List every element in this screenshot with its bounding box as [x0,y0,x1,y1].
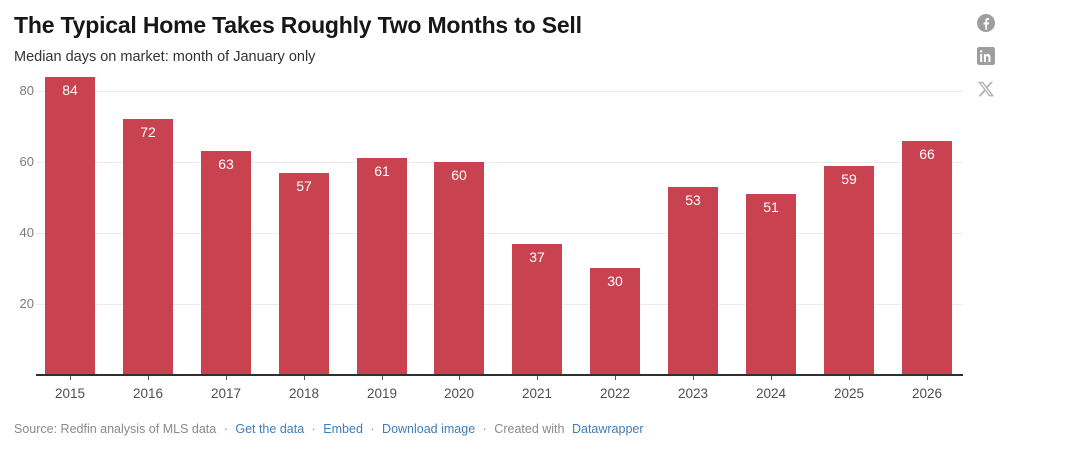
facebook-icon [977,14,995,32]
bar-value-label: 30 [607,273,623,289]
bar-value-label: 51 [763,199,779,215]
bar-value-label: 66 [919,146,935,162]
x-axis-tick [927,376,928,380]
gridline [36,304,963,305]
x-axis-tick-label: 2025 [833,386,865,401]
x-axis-tick-label: 2024 [755,386,787,401]
x-axis-tick-label: 2026 [911,386,943,401]
bar[interactable]: 61 [357,158,407,375]
x-axis-tick [382,376,383,380]
x-axis-tick-label: 2022 [599,386,631,401]
bar-value-label: 72 [140,124,156,140]
bar[interactable]: 57 [279,173,329,375]
x-axis-tick-label: 2019 [366,386,398,401]
bar[interactable]: 51 [746,194,796,375]
gridline [36,233,963,234]
separator-dot: · [223,422,228,436]
x-axis-line [36,374,963,376]
y-axis-tick-label: 40 [19,225,34,240]
separator-dot: · [311,422,316,436]
bar-value-label: 53 [685,192,701,208]
x-axis-tick [148,376,149,380]
chart-header: The Typical Home Takes Roughly Two Month… [14,8,582,66]
x-axis-tick [771,376,772,380]
y-axis-tick-label: 20 [19,296,34,311]
x-axis-tick [537,376,538,380]
x-axis-tick-label: 2015 [54,386,86,401]
linkedin-icon [977,47,995,65]
bar[interactable]: 84 [45,77,95,375]
bar[interactable]: 63 [201,151,251,375]
bar-value-label: 59 [841,171,857,187]
x-share-button[interactable] [977,80,995,98]
x-axis-tick [226,376,227,380]
x-axis-tick-label: 2018 [288,386,320,401]
x-axis-tick-label: 2017 [210,386,242,401]
bar[interactable]: 30 [590,268,640,375]
linkedin-share-button[interactable] [977,47,995,65]
x-axis-tick [459,376,460,380]
y-axis-tick-label: 60 [19,154,34,169]
source-text: Source: Redfin analysis of MLS data [14,422,217,436]
separator-dot: · [370,422,375,436]
get-the-data-link[interactable]: Get the data [235,422,305,436]
share-buttons [976,14,996,98]
x-axis-tick-label: 2021 [521,386,553,401]
separator-dot: · [482,422,487,436]
facebook-share-button[interactable] [977,14,995,32]
x-axis-tick-label: 2023 [677,386,709,401]
chart-subtitle: Median days on market: month of January … [14,49,316,65]
bar-value-label: 61 [374,163,390,179]
embed-link[interactable]: Embed [323,422,363,436]
bar[interactable]: 72 [123,119,173,375]
gridline [36,91,963,92]
datawrapper-link[interactable]: Datawrapper [571,422,644,436]
bar-value-label: 57 [296,178,312,194]
bar[interactable]: 59 [824,166,874,375]
created-with-text: Created with [494,422,565,436]
x-axis-tick [849,376,850,380]
page-title: The Typical Home Takes Roughly Two Month… [14,12,582,38]
bar-value-label: 60 [451,167,467,183]
x-icon [977,80,995,98]
y-axis-tick-label: 80 [19,83,34,98]
bar[interactable]: 60 [434,162,484,375]
bar-value-label: 37 [529,249,545,265]
bar-value-label: 63 [218,156,234,172]
download-image-link[interactable]: Download image [382,422,476,436]
gridline [36,162,963,163]
bar[interactable]: 37 [512,244,562,375]
x-axis-tick [304,376,305,380]
bar[interactable]: 66 [902,141,952,375]
x-axis-tick [615,376,616,380]
footer: Source: Redfin analysis of MLS data · Ge… [14,421,644,437]
bar-value-label: 84 [62,82,78,98]
x-axis-tick-label: 2020 [443,386,475,401]
x-axis-tick-label: 2016 [132,386,164,401]
x-axis-tick [693,376,694,380]
x-axis-tick [70,376,71,380]
bar[interactable]: 53 [668,187,718,375]
